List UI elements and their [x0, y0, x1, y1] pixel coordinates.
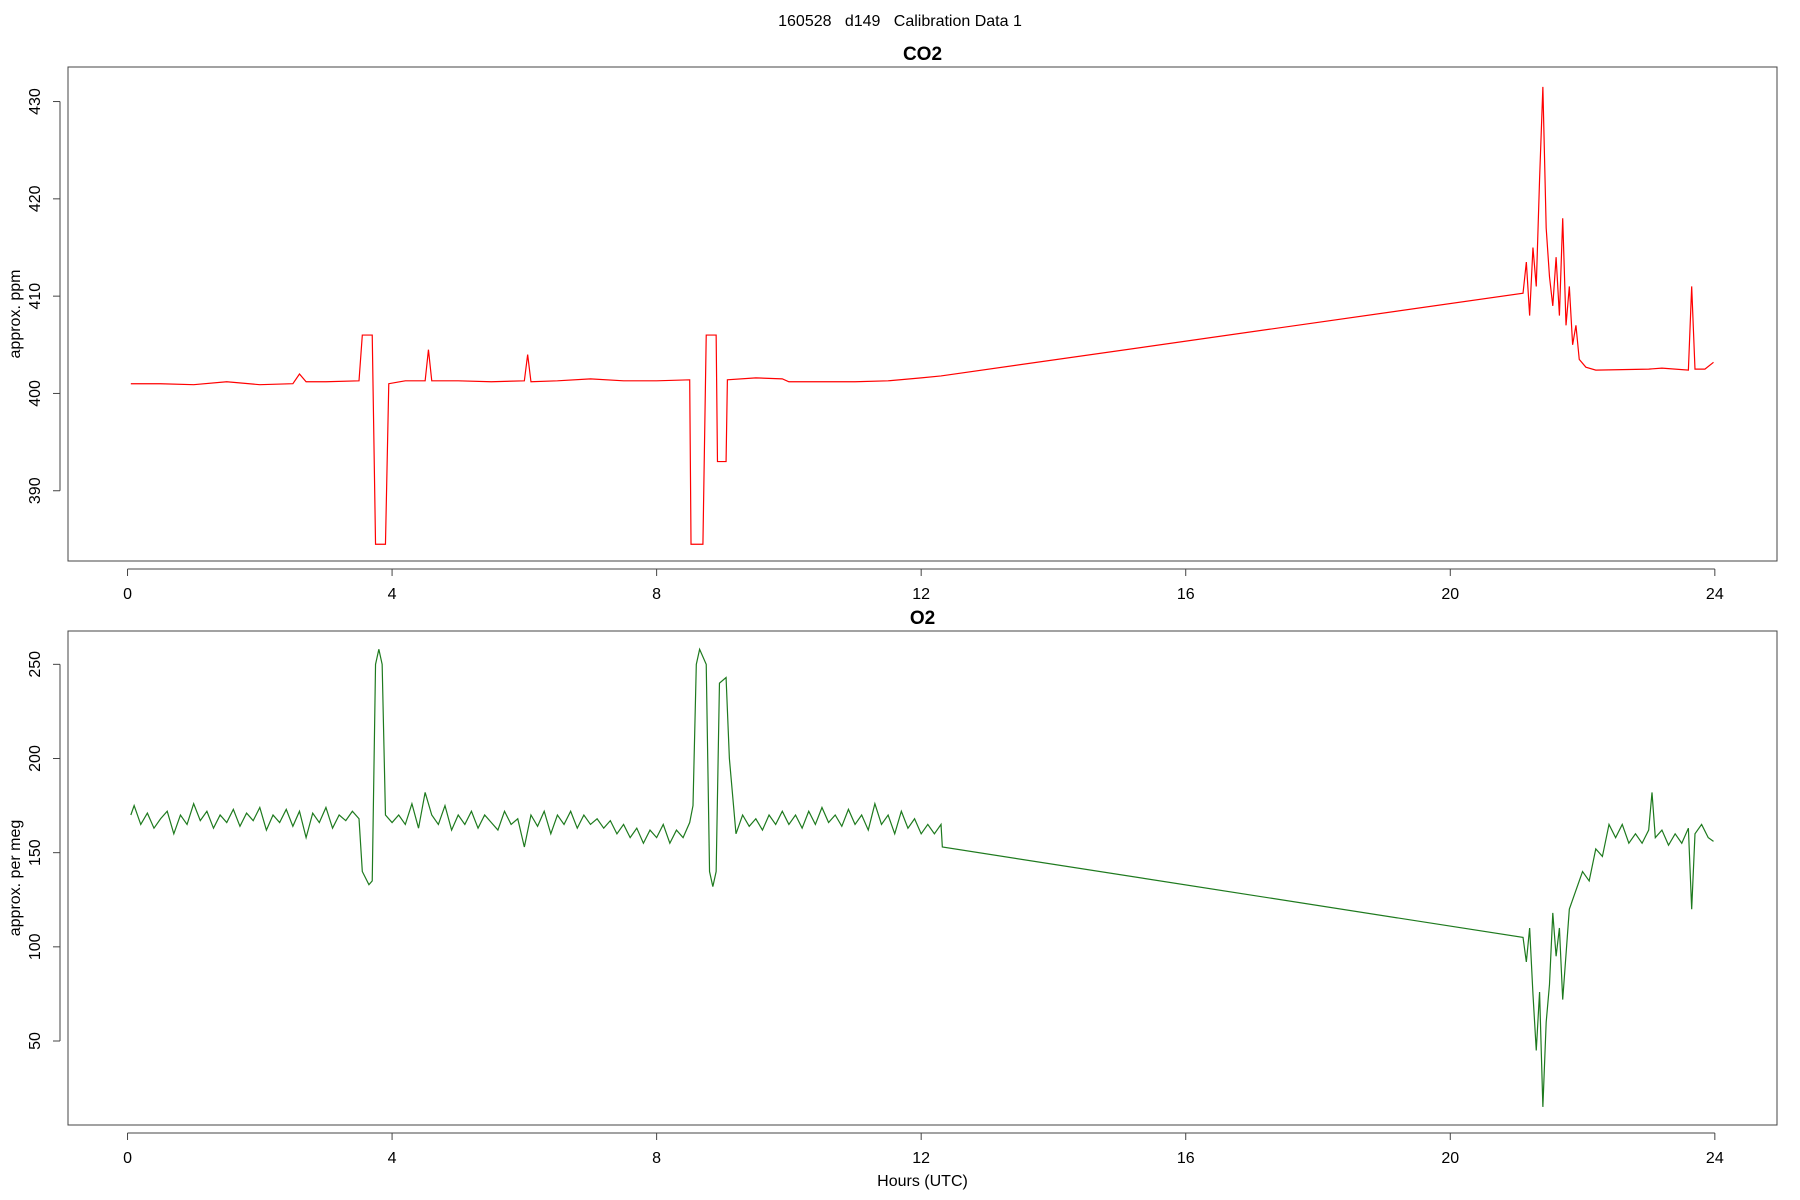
data-line — [130, 86, 1714, 545]
x-tick-label: 20 — [1441, 1150, 1459, 1167]
y-tick-label: 200 — [27, 745, 44, 772]
panel-title: CO2 — [903, 44, 942, 65]
y-tick-label: 390 — [27, 477, 44, 504]
y-tick-label: 150 — [27, 839, 44, 866]
figure-title: 160528 d149 Calibration Data 1 — [778, 13, 1022, 30]
x-tick-label: 24 — [1706, 586, 1724, 603]
x-tick-label: 0 — [123, 1150, 132, 1167]
y-tick-label: 420 — [27, 185, 44, 212]
y-tick-label: 100 — [27, 933, 44, 960]
y-axis-label: approx. ppm — [7, 270, 24, 359]
x-axis-label: Hours (UTC) — [877, 1173, 968, 1190]
plot-frame — [67, 630, 1778, 1126]
panel-title: O2 — [910, 608, 935, 629]
x-tick-label: 16 — [1177, 586, 1195, 603]
x-tick-label: 12 — [912, 586, 930, 603]
y-axis-label: approx. per meg — [7, 820, 24, 937]
plot-frame — [67, 66, 1778, 562]
x-tick-label: 16 — [1177, 1150, 1195, 1167]
x-tick-label: 0 — [123, 586, 132, 603]
y-tick-label: 410 — [27, 283, 44, 310]
x-tick-label: 8 — [652, 586, 661, 603]
y-tick-label: 250 — [27, 651, 44, 678]
y-tick-label: 430 — [27, 88, 44, 115]
y-tick-label: 50 — [27, 1032, 44, 1050]
x-tick-label: 20 — [1441, 586, 1459, 603]
x-tick-label: 4 — [388, 586, 397, 603]
y-tick-label: 400 — [27, 380, 44, 407]
x-tick-label: 4 — [388, 1150, 397, 1167]
x-tick-label: 8 — [652, 1150, 661, 1167]
x-tick-label: 12 — [912, 1150, 930, 1167]
data-line — [130, 647, 1714, 1107]
x-tick-label: 24 — [1706, 1150, 1724, 1167]
